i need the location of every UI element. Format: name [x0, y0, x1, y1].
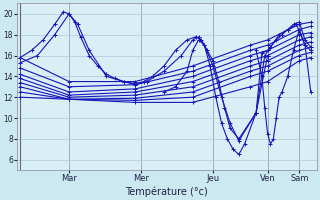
- X-axis label: Température (°c): Température (°c): [125, 186, 208, 197]
